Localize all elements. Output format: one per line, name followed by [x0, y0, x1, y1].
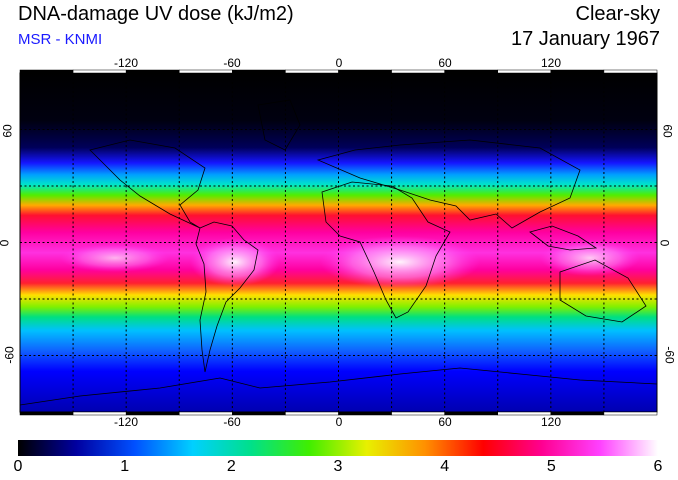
dose-field	[20, 73, 657, 412]
frame-segment	[125, 411, 180, 416]
lon-label-bottom: 0	[335, 415, 343, 429]
frame-segment	[232, 69, 286, 74]
frame-segment	[391, 411, 445, 416]
frame-segment	[19, 69, 74, 74]
map-title: DNA-damage UV dose (kJ/m2)	[18, 3, 294, 25]
colorbar	[18, 440, 658, 456]
frame-ticks	[19, 69, 658, 416]
frame-segment	[603, 411, 658, 416]
frame-segment	[444, 69, 498, 74]
coastline-antarctica	[20, 367, 657, 406]
map-subtitle: MSR - KNMI	[18, 31, 103, 48]
frame-segment	[125, 69, 180, 74]
frame-segment	[444, 411, 498, 416]
frame-segment	[19, 411, 74, 416]
colorbar-tick-label: 1	[120, 458, 130, 475]
hotspot-australia	[540, 240, 640, 276]
frame-segment	[72, 69, 127, 74]
coastline-australia	[559, 259, 647, 323]
map-date: 17 January 1967	[510, 28, 660, 50]
lon-label-top: -120	[113, 56, 139, 70]
coastline-south-america	[195, 221, 259, 373]
colorbar-tick-label: 3	[333, 458, 343, 475]
frame-segment	[232, 411, 286, 416]
sky-condition: Clear-sky	[575, 3, 660, 25]
hotspot-pacific	[60, 244, 170, 272]
frame-segment	[72, 411, 127, 416]
lon-label-bottom: -60	[223, 415, 241, 429]
frame-segment	[179, 411, 233, 416]
lon-label-bottom: -120	[113, 415, 139, 429]
coastline-greenland	[257, 99, 301, 151]
lon-label-top: 0	[335, 56, 343, 70]
frame-segment	[497, 69, 552, 74]
frame-segment	[338, 411, 392, 416]
frame-segment	[550, 411, 605, 416]
colorbar-tick-label: 5	[546, 458, 556, 475]
lon-label-top: 60	[438, 56, 452, 70]
lon-label-bottom: 60	[438, 415, 452, 429]
frame-segment	[391, 69, 445, 74]
lon-label-bottom: 120	[540, 415, 562, 429]
coastline-north-america	[89, 139, 206, 229]
colorbar-tick-label: 0	[13, 458, 23, 475]
lon-label-top: -60	[223, 56, 241, 70]
frame-segment	[497, 411, 552, 416]
frame-segment	[603, 69, 658, 74]
frame-segment	[550, 69, 605, 74]
lon-label-top: 120	[540, 56, 562, 70]
colorbar-tick-label: 4	[440, 458, 450, 475]
frame-segment	[338, 69, 392, 74]
colorbar-tick-label: 2	[226, 458, 236, 475]
frame-segment	[179, 69, 233, 74]
frame-segment	[285, 69, 339, 74]
coastline-eurasia	[316, 139, 581, 229]
coastline-southeast-asia	[529, 225, 598, 251]
frame-segment	[285, 411, 339, 416]
hotspot-africa	[320, 236, 480, 288]
colorbar-tick-label: 6	[653, 458, 663, 475]
